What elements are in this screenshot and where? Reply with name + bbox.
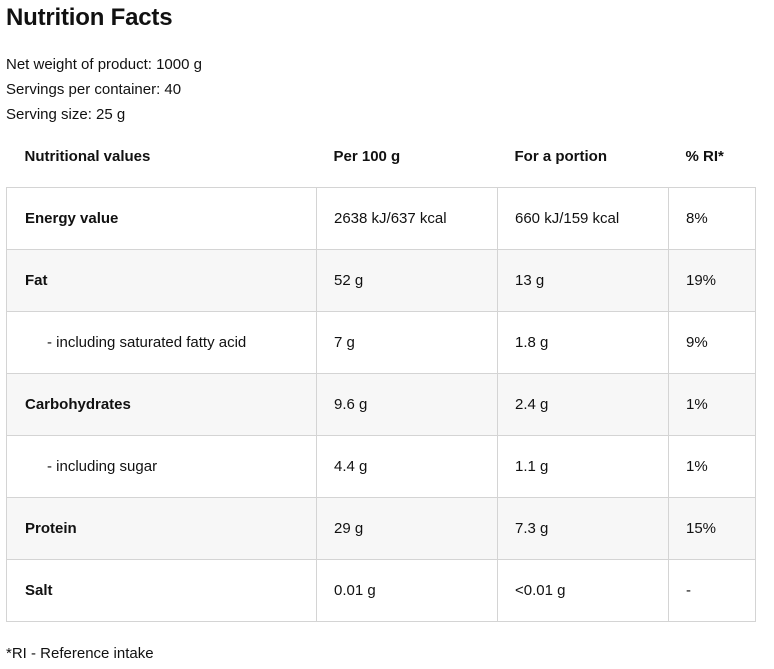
column-header-ri: % RI*: [668, 126, 756, 188]
table-row-saturated-fatty-acid: - including saturated fatty acid 7 g 1.8…: [6, 311, 756, 374]
portion-value: 2.4 g: [497, 373, 669, 436]
per-100g-value: 9.6 g: [316, 373, 498, 436]
table-row-energy: Energy value 2638 kJ/637 kcal 660 kJ/159…: [6, 187, 756, 250]
per-100g-value: 4.4 g: [316, 435, 498, 498]
per-100g-value: 0.01 g: [316, 559, 498, 622]
portion-value: 7.3 g: [497, 497, 669, 560]
row-label: Energy value: [6, 187, 317, 250]
servings-per-container-text: Servings per container: 40: [6, 81, 182, 98]
page-title: Nutrition Facts: [6, 4, 173, 31]
table-row-salt: Salt 0.01 g <0.01 g -: [6, 559, 756, 622]
column-header-per-100g: Per 100 g: [316, 126, 498, 188]
portion-value: 1.8 g: [497, 311, 669, 374]
ri-value: 8%: [668, 187, 756, 250]
row-label: Fat: [6, 249, 317, 312]
portion-value: 660 kJ/159 kcal: [497, 187, 669, 250]
nutrition-table: Nutritional values Per 100 g For a porti…: [6, 126, 756, 622]
row-label: - including saturated fatty acid: [6, 311, 317, 374]
net-weight-text: Net weight of product: 1000 g: [6, 56, 202, 73]
row-label: Salt: [6, 559, 317, 622]
ri-value: -: [668, 559, 756, 622]
product-info: Net weight of product: 1000 g Servings p…: [6, 52, 202, 127]
ri-value: 1%: [668, 373, 756, 436]
table-row-protein: Protein 29 g 7.3 g 15%: [6, 497, 756, 560]
ri-value: 9%: [668, 311, 756, 374]
table-row-sugar: - including sugar 4.4 g 1.1 g 1%: [6, 435, 756, 498]
per-100g-value: 29 g: [316, 497, 498, 560]
column-header-for-a-portion: For a portion: [497, 126, 669, 188]
row-label: Protein: [6, 497, 317, 560]
portion-value: <0.01 g: [497, 559, 669, 622]
portion-value: 13 g: [497, 249, 669, 312]
serving-size-text: Serving size: 25 g: [6, 106, 126, 123]
per-100g-value: 7 g: [316, 311, 498, 374]
per-100g-value: 52 g: [316, 249, 498, 312]
row-label: - including sugar: [6, 435, 317, 498]
per-100g-value: 2638 kJ/637 kcal: [316, 187, 498, 250]
table-header-row: Nutritional values Per 100 g For a porti…: [6, 126, 756, 188]
column-header-nutritional-values: Nutritional values: [6, 126, 317, 188]
footnote: *RI - Reference intake: [6, 645, 154, 662]
portion-value: 1.1 g: [497, 435, 669, 498]
table-row-fat: Fat 52 g 13 g 19%: [6, 249, 756, 312]
ri-value: 15%: [668, 497, 756, 560]
table-row-carbohydrates: Carbohydrates 9.6 g 2.4 g 1%: [6, 373, 756, 436]
ri-value: 1%: [668, 435, 756, 498]
row-label: Carbohydrates: [6, 373, 317, 436]
ri-value: 19%: [668, 249, 756, 312]
